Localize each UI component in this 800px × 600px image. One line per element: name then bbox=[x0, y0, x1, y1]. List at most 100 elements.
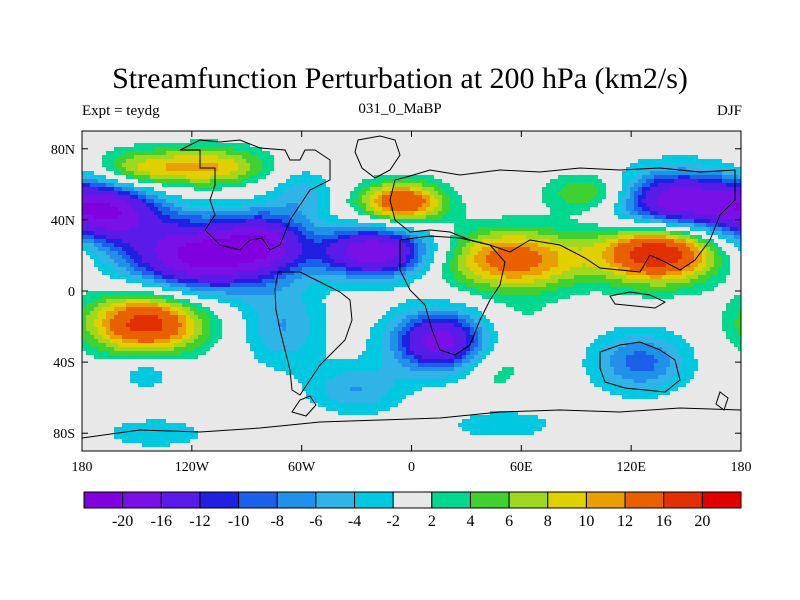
field-cell bbox=[358, 215, 363, 220]
field-cell bbox=[126, 131, 131, 136]
field-cell bbox=[258, 135, 263, 140]
field-cell bbox=[134, 231, 139, 236]
field-cell bbox=[618, 179, 623, 184]
field-cell bbox=[286, 131, 291, 136]
field-cell bbox=[330, 179, 335, 184]
field-cell bbox=[586, 239, 591, 244]
field-cell bbox=[126, 235, 131, 240]
field-cell bbox=[246, 159, 251, 164]
field-cell bbox=[366, 207, 371, 212]
field-cell bbox=[466, 227, 471, 232]
field-cell bbox=[302, 155, 307, 160]
field-cell bbox=[514, 223, 519, 228]
field-cell bbox=[538, 243, 543, 248]
field-cell bbox=[302, 175, 307, 180]
field-cell bbox=[666, 195, 671, 200]
field-cell bbox=[146, 231, 151, 236]
field-cell bbox=[582, 227, 587, 232]
field-cell bbox=[482, 243, 487, 248]
field-cell bbox=[470, 135, 475, 140]
field-cell bbox=[554, 231, 559, 236]
field-cell bbox=[494, 175, 499, 180]
field-cell bbox=[322, 155, 327, 160]
field-cell bbox=[726, 191, 731, 196]
field-cell bbox=[330, 131, 335, 136]
field-cell bbox=[186, 251, 191, 256]
field-cell bbox=[398, 227, 403, 232]
field-cell bbox=[686, 179, 691, 184]
field-cell bbox=[618, 143, 623, 148]
field-cell bbox=[594, 187, 599, 192]
field-cell bbox=[154, 243, 159, 248]
field-cell bbox=[146, 215, 151, 220]
field-cell bbox=[202, 195, 207, 200]
field-cell bbox=[414, 175, 419, 180]
field-cell bbox=[530, 179, 535, 184]
field-cell bbox=[178, 151, 183, 156]
field-cell bbox=[234, 199, 239, 204]
field-cell bbox=[466, 135, 471, 140]
field-cell bbox=[114, 211, 119, 216]
field-cell bbox=[602, 131, 607, 136]
field-cell bbox=[666, 199, 671, 204]
field-cell bbox=[450, 195, 455, 200]
field-cell bbox=[414, 235, 419, 240]
field-cell bbox=[242, 223, 247, 228]
field-cell bbox=[510, 171, 515, 176]
field-cell bbox=[190, 155, 195, 160]
field-cell bbox=[406, 199, 411, 204]
field-cell bbox=[138, 139, 143, 144]
field-cell bbox=[238, 139, 243, 144]
field-cell bbox=[126, 191, 131, 196]
field-cell bbox=[726, 159, 731, 164]
field-cell bbox=[254, 155, 259, 160]
field-cell bbox=[550, 195, 555, 200]
field-cell bbox=[374, 215, 379, 220]
field-cell bbox=[378, 199, 383, 204]
field-cell bbox=[182, 171, 187, 176]
field-cell bbox=[586, 231, 591, 236]
field-cell bbox=[478, 231, 483, 236]
field-cell bbox=[666, 151, 671, 156]
field-cell bbox=[290, 219, 295, 224]
field-cell bbox=[578, 231, 583, 236]
field-cell bbox=[274, 187, 279, 192]
field-cell bbox=[258, 143, 263, 148]
field-cell bbox=[426, 235, 431, 240]
field-cell bbox=[454, 191, 459, 196]
field-cell bbox=[694, 139, 699, 144]
field-cell bbox=[550, 215, 555, 220]
field-cell bbox=[578, 223, 583, 228]
field-cell bbox=[730, 147, 735, 152]
field-cell bbox=[126, 179, 131, 184]
field-cell bbox=[498, 179, 503, 184]
field-cell bbox=[726, 223, 731, 228]
field-cell bbox=[642, 131, 647, 136]
field-cell bbox=[466, 235, 471, 240]
field-cell bbox=[170, 139, 175, 144]
field-cell bbox=[590, 215, 595, 220]
field-cell bbox=[410, 155, 415, 160]
field-cell bbox=[686, 195, 691, 200]
field-cell bbox=[262, 215, 267, 220]
field-cell bbox=[206, 163, 211, 168]
field-cell bbox=[598, 175, 603, 180]
field-cell bbox=[146, 187, 151, 192]
field-cell bbox=[318, 171, 323, 176]
field-cell bbox=[362, 231, 367, 236]
field-cell bbox=[626, 143, 631, 148]
field-cell bbox=[398, 167, 403, 172]
field-cell bbox=[122, 207, 127, 212]
field-cell bbox=[366, 179, 371, 184]
field-cell bbox=[326, 235, 331, 240]
field-cell bbox=[486, 155, 491, 160]
field-cell bbox=[738, 203, 741, 208]
field-cell bbox=[466, 143, 471, 148]
field-cell bbox=[210, 223, 215, 228]
field-cell bbox=[634, 183, 639, 188]
field-cell bbox=[570, 207, 575, 212]
field-cell bbox=[426, 151, 431, 156]
field-cell bbox=[242, 207, 247, 212]
field-cell bbox=[390, 167, 395, 172]
field-cell bbox=[334, 183, 339, 188]
